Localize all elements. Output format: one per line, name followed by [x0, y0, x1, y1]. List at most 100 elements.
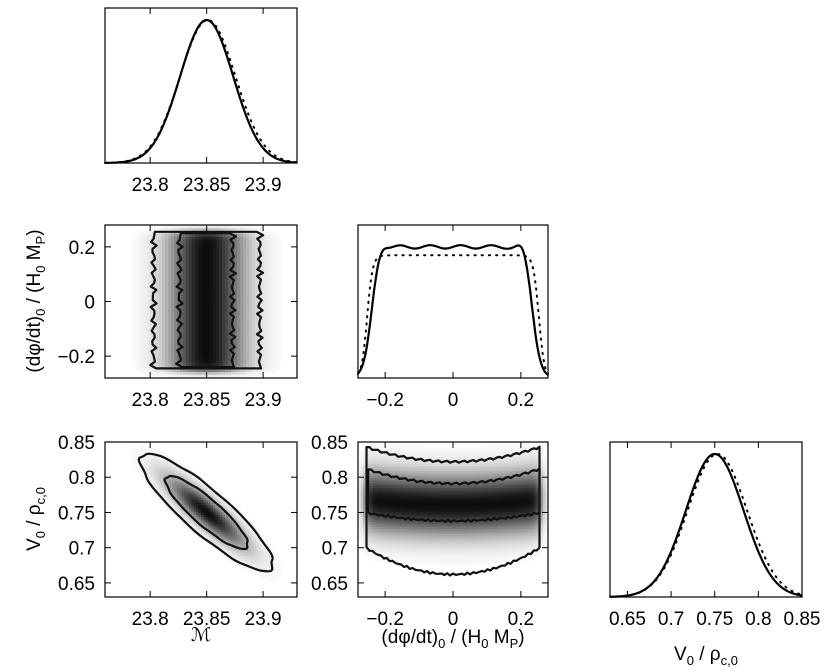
density-cell — [204, 251, 208, 256]
density-cell — [213, 292, 217, 297]
density-cell — [390, 451, 394, 455]
density-cell — [186, 471, 190, 475]
density-cell — [375, 534, 379, 538]
density-cell — [147, 269, 151, 273]
density-cell — [138, 322, 142, 326]
density-cell — [270, 242, 274, 247]
density-cell — [264, 233, 268, 238]
density-cell — [252, 372, 256, 376]
density-cell — [241, 553, 245, 557]
density-cell — [279, 269, 283, 273]
density-cell — [193, 512, 197, 516]
density-cell — [186, 483, 190, 487]
density-cell — [192, 330, 196, 335]
density-cell — [147, 277, 151, 282]
density-cell — [261, 327, 265, 332]
density-cell — [363, 509, 367, 513]
density-cell — [213, 360, 217, 364]
density-cell — [375, 454, 379, 458]
density-cell — [216, 307, 220, 311]
density-cell — [177, 345, 181, 350]
density-cell — [408, 550, 412, 554]
density-cell — [256, 563, 260, 567]
density-cell — [363, 531, 367, 535]
density-cell — [249, 225, 253, 229]
density-cell — [171, 316, 175, 320]
density-cell — [413, 512, 417, 516]
density-cell — [143, 458, 147, 462]
density-cell — [201, 295, 205, 300]
density-cell — [398, 555, 402, 559]
density-cell — [189, 500, 192, 504]
density-cell — [213, 538, 216, 542]
density-cell — [177, 509, 180, 513]
density-cell — [388, 497, 392, 501]
density-cell — [273, 236, 277, 241]
density-cell — [201, 348, 205, 353]
density-cell — [237, 242, 241, 247]
density-cell — [147, 339, 151, 344]
density-cell — [227, 526, 231, 530]
density-cell — [192, 339, 196, 344]
density-cell — [222, 298, 226, 303]
density-cell — [150, 277, 154, 282]
density-cell — [141, 277, 145, 282]
density-cell — [410, 555, 414, 559]
density-cell — [153, 468, 156, 472]
density-cell — [403, 463, 407, 467]
density-cell — [195, 236, 199, 241]
density-cell — [261, 351, 265, 356]
density-cell — [264, 310, 268, 314]
density-cell — [165, 454, 168, 458]
phidot-vs-m-panel: 23.8 23.85 23.9 −0.200.2 — [57, 224, 298, 411]
m-marginal-dotted-curve — [104, 18, 298, 164]
density-cell — [244, 558, 248, 562]
density-cell — [273, 313, 277, 317]
density-cell — [165, 233, 169, 238]
density-cell — [232, 550, 236, 554]
density-cell — [157, 485, 161, 489]
density-cell — [240, 307, 244, 311]
density-cell — [222, 248, 226, 253]
density-cell — [136, 451, 140, 455]
density-cell — [147, 354, 151, 358]
density-cell — [240, 351, 244, 356]
v0-vs-m-x-tick-label: 23.8 — [132, 609, 169, 630]
density-cell — [385, 442, 389, 446]
density-cell — [198, 245, 202, 250]
density-cell — [249, 277, 253, 282]
density-cell — [138, 339, 142, 344]
density-cell — [155, 461, 159, 465]
density-cell — [156, 251, 160, 256]
density-cell — [174, 280, 178, 285]
density-cell — [133, 454, 137, 458]
density-cell — [196, 492, 200, 496]
density-cell — [145, 468, 149, 472]
density-cell — [264, 333, 268, 338]
density-cell — [385, 478, 389, 482]
density-cell — [156, 301, 160, 306]
density-cell — [189, 363, 193, 367]
density-cell — [144, 336, 148, 341]
density-cell — [150, 254, 154, 258]
density-cell — [165, 236, 169, 241]
density-cell — [213, 497, 216, 501]
density-cell — [155, 471, 159, 475]
density-cell — [162, 468, 166, 472]
density-cell — [264, 257, 268, 261]
density-cell — [264, 369, 268, 373]
density-cell — [243, 283, 247, 288]
density-cell — [189, 275, 193, 279]
density-cell — [363, 521, 367, 525]
density-cell — [177, 473, 180, 477]
density-cell — [153, 260, 157, 264]
density-cell — [400, 534, 404, 538]
density-cell — [201, 534, 204, 538]
density-cell — [373, 444, 377, 448]
density-cell — [246, 254, 250, 258]
density-cell — [201, 363, 205, 367]
density-cell — [249, 345, 253, 350]
density-cell — [165, 478, 168, 482]
density-cell — [240, 283, 244, 288]
density-cell — [201, 280, 205, 285]
